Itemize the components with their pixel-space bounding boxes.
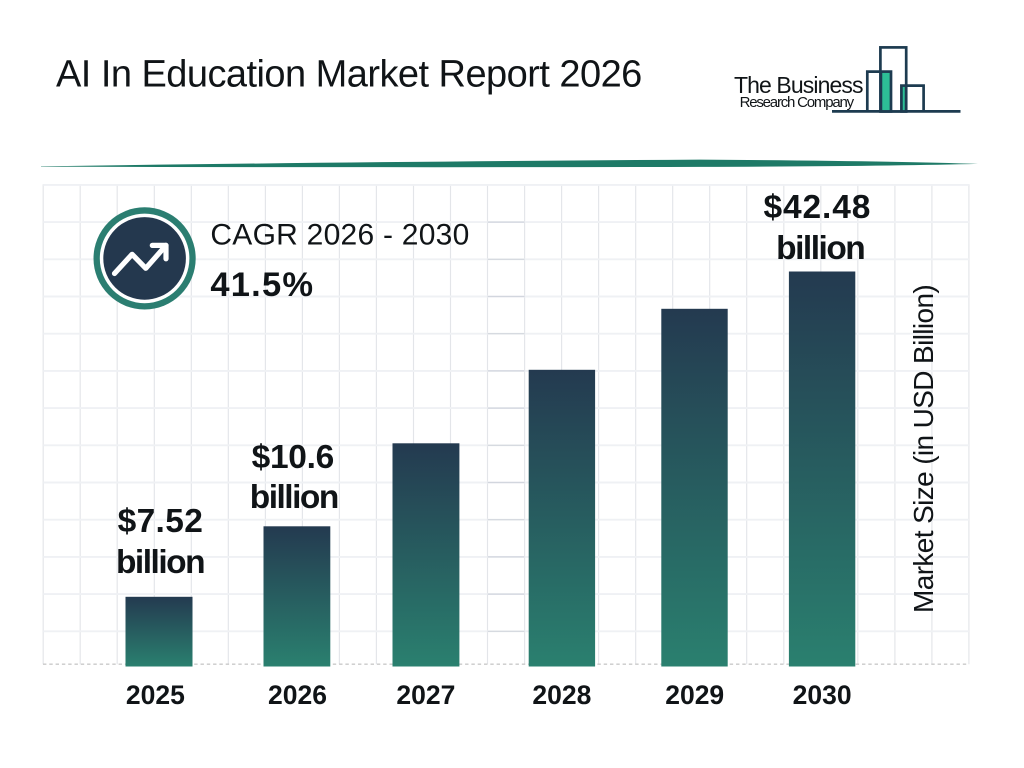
svg-text:billion: billion — [116, 544, 204, 581]
svg-text:2030: 2030 — [793, 680, 852, 710]
svg-text:billion: billion — [776, 230, 864, 267]
svg-text:2026: 2026 — [268, 680, 327, 710]
svg-text:Market Size (in USD Billion): Market Size (in USD Billion) — [908, 285, 939, 613]
svg-text:$7.52: $7.52 — [118, 503, 204, 540]
svg-text:2028: 2028 — [532, 680, 591, 710]
svg-text:The Business: The Business — [734, 72, 863, 98]
svg-text:AI In Education Market Report: AI In Education Market Report 2026 — [56, 54, 642, 96]
svg-text:2027: 2027 — [396, 680, 455, 710]
svg-text:Research Company: Research Company — [740, 94, 855, 111]
svg-text:CAGR 2026 - 2030: CAGR 2026 - 2030 — [210, 218, 469, 251]
svg-text:41.5%: 41.5% — [210, 266, 314, 304]
svg-text:$10.6: $10.6 — [252, 439, 334, 476]
svg-text:$42.48: $42.48 — [763, 189, 871, 226]
svg-text:2029: 2029 — [665, 680, 724, 710]
svg-text:2025: 2025 — [126, 680, 185, 710]
svg-text:billion: billion — [250, 479, 338, 516]
